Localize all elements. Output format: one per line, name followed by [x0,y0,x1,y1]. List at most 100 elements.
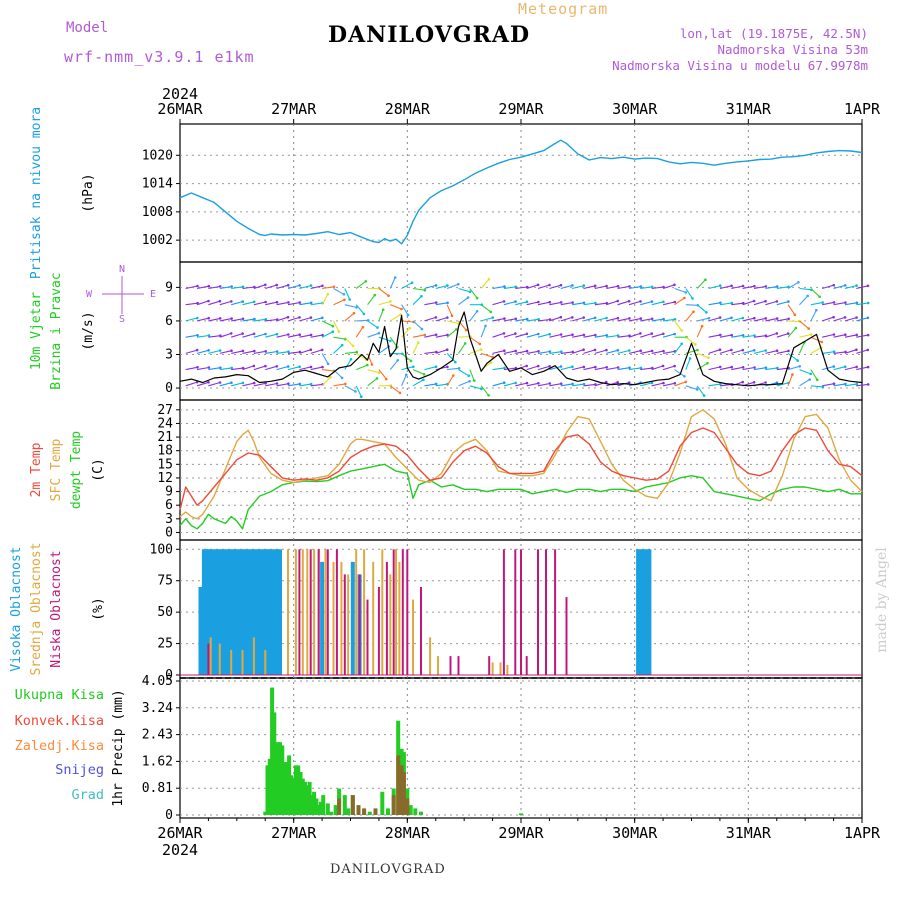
wind-arrow [424,334,437,338]
cloud-high-bar [645,549,650,675]
cloud-low-bar [317,549,320,675]
wind-arrow [742,285,755,290]
wind-arrow [367,294,376,306]
wind-arrow-head [639,285,643,288]
wind-arrow-head [370,363,374,366]
wind-arrow-head [536,283,540,287]
cloud-low-bar [406,549,409,675]
wind-arrow [265,284,277,290]
wind-arrow-head [321,284,324,288]
wind-arrow-head [753,316,756,320]
wind-arrow [196,349,209,354]
wind-arrow [242,318,255,322]
cloud-high-bar [278,549,282,675]
wind-arrow-head [423,288,427,292]
wind-arrow-head [298,365,301,369]
wind-arrow-head [409,359,413,363]
wind-arrow [355,352,367,361]
wind-arrow-head [320,348,324,352]
wind-arrow [276,383,289,387]
wind-arrow-head [571,333,574,337]
wind-arrow [537,350,550,354]
precipitation-ytick-label: 1.62 [142,754,173,769]
wind-arrow-head [487,278,491,281]
wind-arrow [492,318,505,322]
wind-arrow-head [616,316,620,320]
wind-arrow-head [366,363,369,367]
precip-total-bar [300,778,305,815]
wind-arrow-head [718,348,722,352]
wind-arrow [299,349,311,354]
wind-arrow-head [866,333,870,337]
wind-arrow [810,385,823,388]
t2m-line [179,427,863,510]
precip-total-bar [270,687,275,815]
wind-arrow [208,317,221,322]
wind-arrow-head [321,333,324,337]
wind-arrow-head [218,285,222,288]
wind-arrow [208,300,221,306]
wind-arrow [572,317,584,322]
wind-arrow [219,318,232,322]
wind-arrow-head [673,318,677,321]
wind-arrow [299,334,312,338]
precip-total-bar [272,712,277,815]
wind-arrow-head [807,327,810,330]
cloud-low-bar [377,587,380,675]
wind-arrow [719,334,732,338]
wind-arrow [458,343,466,354]
wind-arrow [276,333,289,338]
wind-arrow-head [230,349,233,353]
wind-arrow-head [434,382,438,386]
wind-arrow-head [537,382,540,385]
wind-arrow [310,285,323,290]
wind-arrow-head [355,306,358,309]
wind-arrow-head [475,296,479,300]
wind-arrow [355,385,362,397]
wind-arrow [503,318,516,322]
wind-arrow [469,288,478,299]
wind-arrow [583,285,596,290]
wind-arrow-head [639,349,642,353]
wind-arrow [640,350,653,354]
cloud-mid-bar [241,649,244,675]
cloud-high-bar [248,549,253,675]
wind-arrow-head [605,334,608,337]
wind-arrow-head [730,316,733,320]
wind-arrow-head [730,333,733,337]
wind-arrow-head [764,299,767,303]
cloud-high-ylabel: Visoka Oblacnost [9,546,24,671]
wind-arrow-head [639,332,642,335]
wind-arrow [231,367,244,371]
wind-arrow-head [434,316,438,319]
wind-arrow [185,302,198,306]
wind-arrow-head [503,285,506,288]
wind-arrow [697,317,710,322]
wind-arrow [537,284,550,290]
wind-arrow [265,333,278,338]
cloud-high-bar [228,549,232,675]
wind-arrow-head [718,316,722,319]
wind-arrow-head [662,381,665,385]
wind-arrow [287,383,300,387]
cloud-high-bar [241,549,246,675]
wind-arrow-head [446,284,449,287]
wind-arrow-head [354,390,357,393]
wind-arrow-head [450,314,454,318]
cloud-mid-bar [324,549,327,675]
wind-arrow [299,302,312,306]
wind-arrow [197,334,209,338]
wind-arrow-head [688,357,692,360]
precip-total-bar [278,742,282,815]
wind-arrow-head [445,348,449,352]
cloud-low-bar [309,549,312,675]
wind-arrow-head [376,326,379,329]
wind-arrow-head [298,301,302,304]
wind-arrow [321,320,334,327]
wind-arrow [742,334,755,338]
wind-arrow [515,333,528,338]
wind-arrow [583,334,596,338]
wind-arrow [469,336,481,345]
wind-arrow [208,367,221,371]
precip-total-bar [314,798,319,815]
